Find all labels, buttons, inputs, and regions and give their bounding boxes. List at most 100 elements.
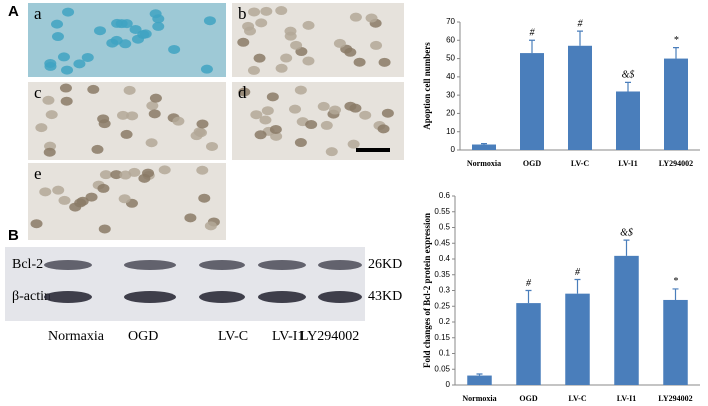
blot-size-label: 43KD (368, 289, 402, 304)
cell-nucleus (320, 120, 333, 130)
cell-nucleus (247, 65, 260, 75)
cell-nucleus (87, 84, 100, 94)
cell-nucleus (58, 195, 71, 205)
cell-nucleus (261, 106, 274, 116)
blot-membrane (5, 247, 365, 321)
y-tick-label: 0.15 (434, 333, 450, 342)
lane-label: OGD (128, 329, 158, 344)
micrograph-label: a (34, 4, 42, 23)
blot-size-label: 26KD (368, 257, 402, 272)
x-tick-label: LV-I1 (617, 394, 637, 403)
y-tick-label: 10 (446, 127, 455, 136)
cell-nucleus (349, 12, 362, 22)
y-tick-label: 0.2 (439, 317, 451, 326)
cell-nucleus (98, 224, 111, 234)
cell-nucleus (152, 21, 165, 31)
bar (616, 91, 640, 150)
cell-nucleus (294, 138, 307, 148)
cell-nucleus (106, 38, 119, 48)
cell-nucleus (81, 52, 94, 62)
micrograph-label: b (238, 4, 247, 23)
cell-nucleus (378, 57, 391, 67)
cell-nucleus (97, 183, 110, 193)
y-tick-label: 60 (446, 35, 455, 44)
cell-nucleus (204, 221, 217, 231)
cell-nucleus (129, 24, 142, 34)
cell-nucleus (44, 61, 57, 71)
cell-nucleus (57, 52, 70, 62)
error-bar (574, 278, 581, 294)
cell-nucleus (118, 194, 131, 204)
blot-band (258, 291, 306, 303)
cell-nucleus (294, 85, 307, 95)
cell-nucleus (302, 20, 315, 30)
cell-nucleus (275, 6, 288, 16)
blot-band (199, 260, 245, 270)
y-tick-label: 0.25 (434, 301, 450, 310)
cell-nucleus (305, 120, 318, 130)
bar (663, 299, 688, 385)
cell-nucleus (145, 138, 158, 148)
cell-nucleus (131, 34, 144, 44)
panel-label: B (8, 227, 19, 244)
blot-band (318, 260, 362, 270)
cell-nucleus (266, 92, 279, 102)
bar (664, 58, 688, 151)
y-axis-label: Fold changes of Bcl-2 protein expression (422, 213, 432, 368)
cell-nucleus (254, 130, 267, 140)
lane-label: Normaxia (48, 329, 105, 344)
cell-nucleus (76, 196, 89, 206)
cell-nucleus (370, 40, 383, 50)
cell-nucleus (329, 105, 342, 115)
cell-nucleus (85, 192, 98, 202)
error-bar (623, 239, 630, 256)
cell-nucleus (73, 59, 86, 69)
cell-nucleus (115, 19, 128, 29)
x-tick-label: Normoxia (462, 394, 496, 403)
y-tick-label: 40 (446, 72, 455, 81)
error-bar (481, 143, 487, 145)
cell-nucleus (61, 65, 74, 75)
bar (520, 53, 544, 151)
cell-nucleus (259, 115, 272, 125)
y-tick-label: 0.6 (439, 191, 451, 200)
cell-nucleus (123, 85, 136, 95)
y-tick-label: 0.5 (439, 223, 451, 232)
cell-nucleus (190, 131, 203, 141)
cell-nucleus (119, 170, 132, 180)
cell-nucleus (253, 53, 266, 63)
cell-nucleus (248, 7, 261, 17)
y-tick-label: 0 (451, 145, 456, 154)
cell-nucleus (238, 87, 251, 97)
x-tick-label: LV-I1 (618, 159, 638, 168)
blot-row-label: β-actin (12, 289, 51, 304)
cell-nucleus (39, 187, 52, 197)
cell-nucleus (91, 144, 104, 154)
error-bar (673, 47, 679, 59)
blot-row-label: Bcl-2 (12, 257, 43, 272)
annotation: &$ (620, 227, 633, 238)
cell-nucleus (196, 165, 209, 175)
cell-nucleus (237, 37, 250, 47)
cell-nucleus (359, 110, 372, 120)
cell-nucleus (69, 202, 82, 212)
cell-nucleus (275, 63, 288, 73)
error-bar (577, 30, 583, 46)
micrograph-label: d (238, 83, 247, 102)
bar (516, 303, 541, 385)
cell-nucleus (148, 109, 161, 119)
cell-nucleus (184, 213, 197, 223)
cell-nucleus (344, 101, 357, 111)
cell-nucleus (110, 170, 123, 180)
x-tick-label: OGD (523, 159, 541, 168)
cell-nucleus (250, 110, 263, 120)
cell-nucleus (203, 16, 216, 26)
blot-band (124, 260, 176, 270)
cell-nucleus (289, 104, 302, 114)
y-tick-label: 0.4 (439, 254, 451, 263)
y-tick-label: 30 (446, 90, 455, 99)
annotation: &$ (622, 70, 635, 81)
panel-label: A (8, 3, 19, 20)
blot-band (199, 291, 245, 303)
cell-nucleus (45, 110, 58, 120)
